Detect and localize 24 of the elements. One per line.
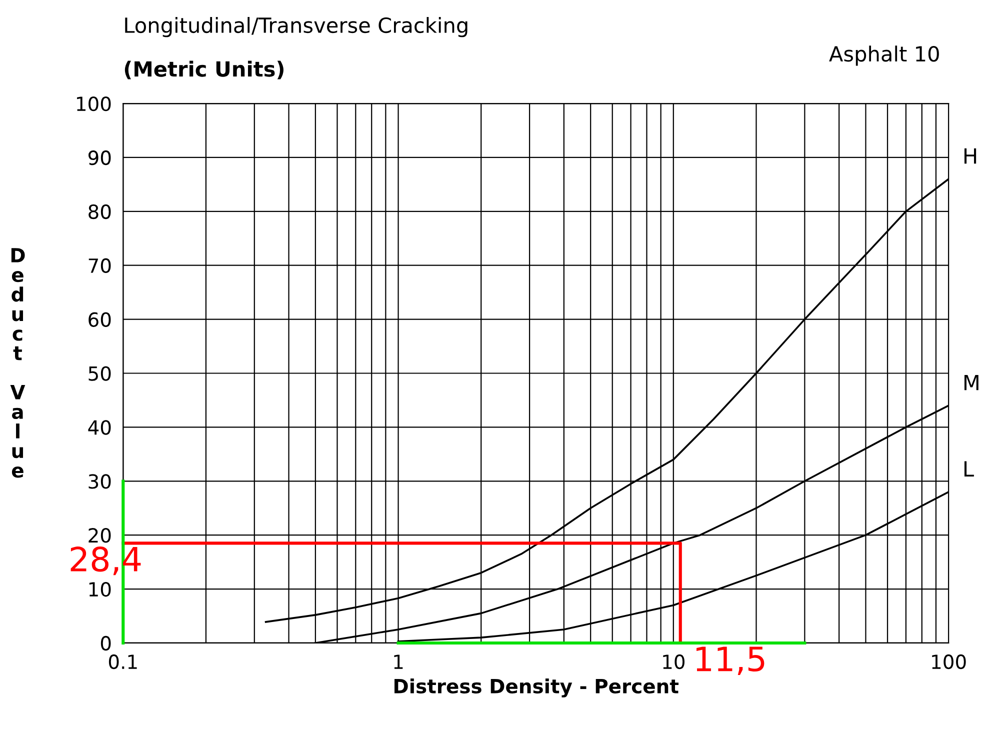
x-tick-label: 10 [663, 654, 684, 670]
y-tick-label: 80 [88, 204, 111, 220]
y-tick-label: 50 [88, 366, 111, 381]
y-tick-label: 100 [77, 96, 111, 112]
y-tick-label: 10 [89, 582, 111, 597]
x-tick-label: 0.1 [108, 654, 137, 670]
x-axis-title: Distress Density - Percent [394, 678, 679, 698]
series-label: L [964, 461, 974, 476]
series-label: H [964, 148, 976, 164]
y-tick-label: 40 [88, 420, 111, 435]
series-label: M [964, 374, 978, 390]
annotation: 11,5 [696, 646, 764, 675]
y-tick-label: 20 [88, 528, 111, 543]
y-tick-label: 30 [88, 474, 111, 489]
x-tick-label: 100 [932, 654, 966, 670]
chart-subtitle: (Metric Units) [124, 60, 284, 80]
chart-title: Longitudinal/Transverse Cracking [125, 16, 468, 38]
y-tick-label: 70 [88, 258, 111, 274]
x-tick-label: 1 [394, 654, 403, 669]
y-tick-label: 90 [88, 150, 111, 166]
y-tick-label: 60 [88, 312, 111, 327]
text: Asphalt 10 [829, 46, 939, 66]
y-tick-label: 0 [100, 636, 111, 651]
text: Deduct Value [10, 248, 26, 478]
